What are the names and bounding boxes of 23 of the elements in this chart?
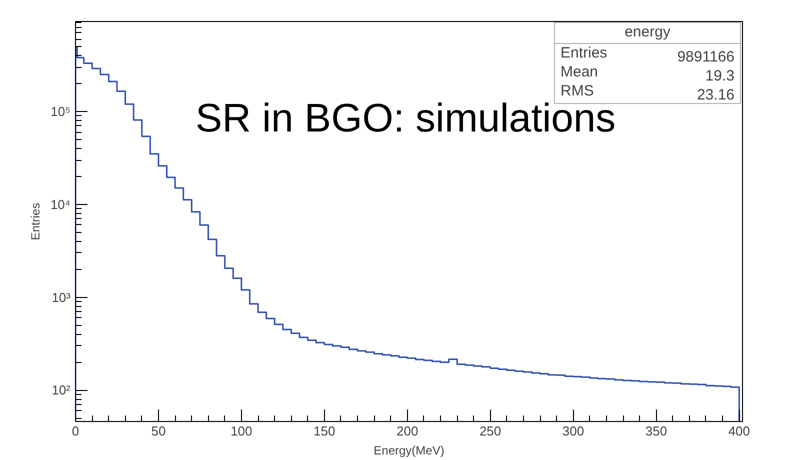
x-tick-label: 200 [396, 424, 418, 438]
y-tick-label: 10⁴ [50, 196, 70, 212]
y-tick-label: 10² [52, 382, 72, 398]
annotation: RMS [560, 82, 594, 100]
annotation: 19.3 [705, 68, 735, 84]
y-tick-label: 10⁵ [50, 104, 71, 119]
x-tick-label: 50 [151, 424, 166, 438]
annotation: energy [624, 24, 671, 40]
x-tick-label: 150 [314, 424, 336, 438]
annotation: Mean [560, 64, 598, 80]
y-tick-label: 10³ [52, 290, 72, 305]
annotation: 9891166 [677, 48, 735, 66]
x-tick-label: 100 [230, 424, 252, 438]
x-tick-label: 250 [479, 424, 502, 438]
x-axis-title: Energy(MeV) [374, 444, 444, 458]
x-tick-label: 400 [728, 424, 750, 438]
annotation: SR in BGO: simulations [196, 96, 616, 140]
y-axis-title: Entries [28, 202, 42, 240]
annotation: 23.16 [696, 86, 735, 104]
x-tick-label: 300 [562, 424, 584, 438]
annotation: Entries [560, 44, 608, 62]
x-tick-label: 350 [645, 424, 668, 438]
x-tick-label: 0 [72, 424, 80, 438]
